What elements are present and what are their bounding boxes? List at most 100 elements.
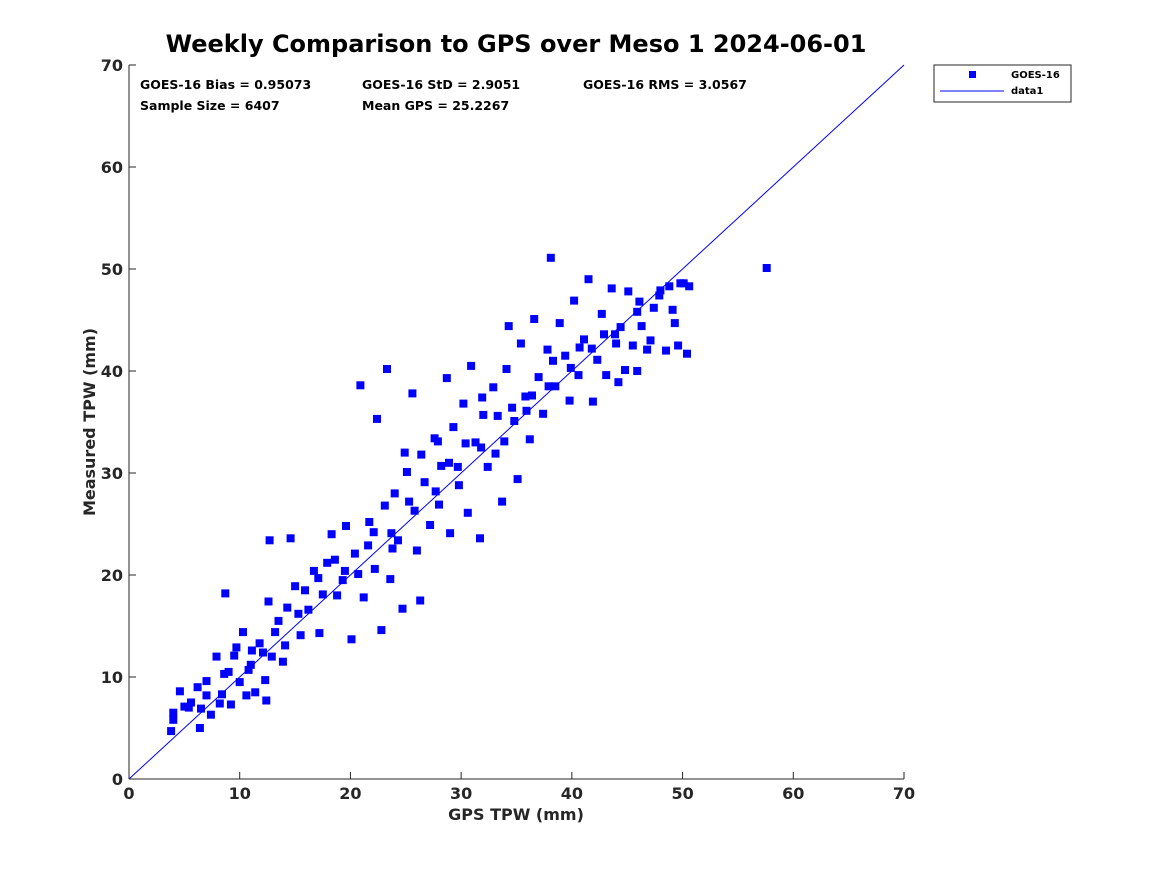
legend-label-data1: data1 xyxy=(1011,86,1043,97)
data-point xyxy=(387,529,396,538)
data-point xyxy=(410,506,419,515)
data-point xyxy=(412,546,421,555)
data-point xyxy=(274,616,283,625)
data-point xyxy=(574,371,583,380)
data-point xyxy=(580,335,588,344)
data-point xyxy=(467,361,476,370)
data-point xyxy=(226,700,235,709)
data-point xyxy=(386,575,395,584)
data-point xyxy=(489,383,498,392)
data-point xyxy=(167,727,176,736)
data-point xyxy=(212,652,221,661)
data-point xyxy=(665,282,674,291)
data-point xyxy=(342,522,350,530)
data-point xyxy=(369,528,378,537)
data-point xyxy=(508,403,517,412)
data-point xyxy=(624,287,633,296)
data-point xyxy=(525,435,534,444)
data-point xyxy=(215,699,224,708)
data-point xyxy=(265,536,274,545)
data-point xyxy=(309,566,318,575)
data-point xyxy=(281,641,290,650)
data-point xyxy=(244,665,253,674)
data-point xyxy=(614,378,623,387)
data-point xyxy=(453,462,462,471)
y-tick-label: 60 xyxy=(101,158,123,177)
data-point xyxy=(169,715,178,724)
data-point xyxy=(561,351,570,360)
data-point xyxy=(437,461,446,470)
data-point xyxy=(195,724,204,732)
legend-marker-goes16 xyxy=(969,71,976,78)
data-point xyxy=(262,696,271,705)
data-point xyxy=(330,555,339,564)
data-point xyxy=(377,626,386,635)
data-point xyxy=(405,497,414,506)
data-point xyxy=(670,319,679,328)
data-point xyxy=(246,660,255,669)
data-point xyxy=(513,475,522,484)
data-point xyxy=(510,417,519,425)
data-point xyxy=(522,406,531,415)
data-point xyxy=(454,481,463,490)
data-point xyxy=(400,448,409,457)
data-point xyxy=(544,382,553,391)
data-point xyxy=(534,373,543,382)
data-point xyxy=(218,690,226,699)
y-tick-label: 30 xyxy=(101,464,123,483)
data-point xyxy=(530,315,539,323)
data-point xyxy=(356,381,365,390)
x-axis-ticks: 0 10 20 30 40 50 60 70 xyxy=(123,772,915,803)
data-point xyxy=(286,534,295,543)
data-point xyxy=(668,305,677,314)
data-point xyxy=(333,591,342,600)
data-point xyxy=(565,396,574,405)
data-point xyxy=(364,541,373,550)
data-point xyxy=(327,530,336,539)
data-point xyxy=(169,708,178,717)
data-point xyxy=(459,399,468,408)
stat-rms: GOES-16 RMS = 3.0567 xyxy=(583,77,747,92)
data-point xyxy=(242,691,251,700)
data-point xyxy=(220,669,229,678)
data-point xyxy=(206,710,215,719)
data-point xyxy=(180,702,189,711)
data-point xyxy=(662,346,670,355)
data-point xyxy=(359,593,368,602)
series-line-data1 xyxy=(128,64,905,780)
data-point xyxy=(365,518,374,526)
data-point xyxy=(370,564,379,573)
data-point xyxy=(504,322,513,331)
data-point xyxy=(539,409,548,418)
data-point xyxy=(315,629,324,638)
data-point xyxy=(628,341,637,350)
legend-box xyxy=(933,64,1072,103)
data-point xyxy=(433,437,442,446)
data-point xyxy=(521,392,530,401)
x-axis-label: GPS TPW (mm) xyxy=(448,805,584,824)
data-point xyxy=(283,603,292,612)
data-point xyxy=(323,558,332,567)
data-point xyxy=(516,339,525,348)
data-point xyxy=(463,508,472,517)
data-point xyxy=(587,344,596,353)
stat-std: GOES-16 StD = 2.9051 xyxy=(362,77,520,92)
data-point xyxy=(477,443,486,452)
data-point xyxy=(584,275,593,284)
data-point xyxy=(294,609,303,618)
data-point xyxy=(502,365,511,373)
data-point xyxy=(259,648,267,657)
data-point xyxy=(762,264,771,272)
y-tick-label: 70 xyxy=(101,56,123,75)
stat-mean-gps: Mean GPS = 25.2267 xyxy=(362,98,509,113)
chart-title: Weekly Comparison to GPS over Meso 1 202… xyxy=(166,30,867,58)
y-tick-label: 40 xyxy=(101,362,123,381)
data-point xyxy=(318,590,327,599)
data-point xyxy=(646,336,655,345)
data-point xyxy=(251,688,260,697)
data-point xyxy=(637,322,646,331)
data-point xyxy=(543,345,552,354)
data-point xyxy=(426,521,435,529)
data-point xyxy=(500,437,509,446)
reference-line-layer xyxy=(128,64,905,780)
